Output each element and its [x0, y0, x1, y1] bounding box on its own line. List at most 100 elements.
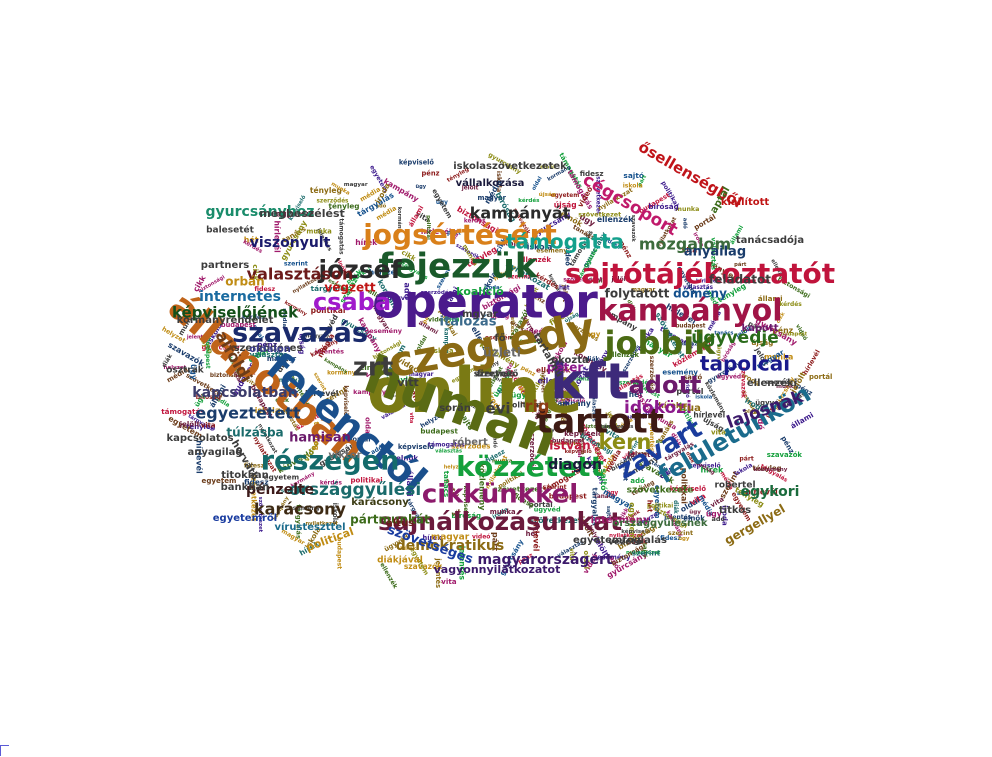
cloud-word: internetes [199, 289, 281, 305]
filler-word: hét [526, 530, 539, 538]
cloud-word: kapcsolatos [166, 433, 233, 444]
filler-word: hírlevél [696, 278, 719, 285]
filler-word: cikk [251, 264, 260, 280]
filler-word: hírek [700, 465, 724, 474]
filler-word: politikai [647, 504, 673, 510]
filler-word: adó [756, 413, 766, 430]
cloud-word: diagon [548, 457, 602, 473]
filler-word: támogatás [161, 407, 204, 416]
cloud-word: során [439, 402, 471, 414]
cloud-word: online [367, 354, 582, 427]
filler-word: adó [656, 438, 667, 445]
cloud-word: támogatta [506, 230, 624, 254]
filler-word: videó [521, 327, 543, 336]
filler-word: támogatás [338, 218, 345, 255]
filler-word: jelentés [627, 450, 660, 459]
filler-word: kérdés [320, 480, 343, 487]
filler-word: iroda [484, 285, 500, 291]
filler-word: képviselő [556, 397, 586, 404]
filler-word: kérdés [464, 218, 486, 225]
cloud-word: mozgalom [639, 235, 731, 254]
cloud-word: magyar [431, 533, 470, 543]
cloud-word: vezető [608, 538, 642, 548]
filler-word: jelentés [663, 514, 691, 521]
filler-word: budapest [675, 324, 705, 330]
cloud-word: tapolcai [700, 352, 790, 376]
filler-word: ellenzék [536, 366, 572, 375]
cloud-word: okozta [551, 355, 588, 366]
filler-word: képviselő [342, 385, 349, 415]
filler-word: szövetkezet [594, 176, 600, 215]
filler-word: szövetkezet [509, 304, 515, 339]
cloud-word: fejezzük [379, 247, 539, 287]
filler-word: újság [751, 338, 773, 347]
cloud-word: koalíció [456, 285, 504, 298]
filler-word: választás [590, 393, 597, 423]
cloud-word: adott [629, 371, 702, 399]
filler-word: hírek [658, 401, 682, 410]
filler-word: cikk [275, 397, 290, 404]
filler-word: sajtó [605, 506, 612, 521]
filler-word: párt [734, 261, 747, 268]
filler-word: hírlevél [693, 410, 725, 419]
filler-word: vita [711, 429, 726, 437]
cloud-word: egykori [741, 484, 800, 500]
cloud-word: józsef [317, 255, 402, 284]
cloud-word: folytatott [605, 287, 670, 301]
filler-word: adó [630, 477, 645, 485]
filler-word: oldal [586, 278, 603, 285]
cloud-word: képviselőjének [172, 304, 299, 322]
filler-word: nyilatkozat [609, 533, 643, 539]
filler-word: jelentés [186, 333, 210, 340]
cloud-word: sajnálkozásunkat [378, 507, 622, 536]
filler-word: ügy [606, 491, 618, 497]
filler-word: bíróság [196, 394, 221, 401]
filler-word: portál [676, 387, 703, 396]
filler-word: egyetem [653, 485, 661, 518]
cloud-word: hamisan [289, 431, 351, 446]
filler-word: fidesz [244, 462, 265, 469]
filler-word: szövetkezet [578, 210, 621, 218]
filler-word: szerződés [619, 380, 653, 387]
filler-word: vita [682, 245, 698, 254]
filler-word: budapest [497, 242, 528, 248]
filler-word: képviselő [565, 448, 593, 455]
filler-word: portál [692, 212, 717, 232]
cloud-word: magyarországért [477, 552, 612, 568]
filler-word: oldal [531, 176, 544, 192]
filler-word: jelentés [648, 422, 656, 452]
filler-word: szövetkezet [563, 277, 602, 283]
cloud-word: intézmény [591, 514, 650, 526]
cloud-word: vállalkozása [456, 177, 525, 189]
filler-word: hírlevél [305, 388, 339, 398]
filler-word: esemény [597, 554, 631, 562]
filler-word: bíróság [648, 202, 678, 211]
filler-word: ügyvéd [387, 294, 414, 302]
filler-word: szavazók [630, 215, 637, 243]
cloud-word: vírusteszttel [274, 521, 345, 533]
filler-word: iskola [331, 503, 339, 525]
cloud-word: viszonyult [250, 235, 331, 251]
filler-word: pénz [422, 169, 440, 177]
cloud-word: feladatot [709, 273, 771, 287]
filler-word: tanács [442, 471, 451, 497]
filler-word: választás [710, 237, 718, 270]
filler-word: munka [492, 459, 513, 465]
filler-word: hét [629, 390, 643, 399]
filler-word: videó [563, 245, 571, 266]
filler-word: egyetem [579, 428, 585, 455]
filler-word: elnök [627, 538, 648, 546]
filler-word: elnök [359, 363, 382, 372]
filler-word: diák [672, 500, 679, 514]
filler-word: párt [490, 532, 499, 551]
filler-word: adó [376, 203, 387, 210]
filler-word: magyar [304, 334, 328, 340]
filler-word: magyar [279, 377, 305, 384]
filler-word: pénz [257, 340, 277, 349]
cloud-word: róbert [452, 436, 488, 448]
filler-word: tanács [714, 330, 733, 337]
filler-word: szövetkezet [529, 516, 582, 525]
filler-word: iskola [432, 347, 454, 355]
filler-word: jelölt [277, 407, 300, 416]
cloud-word: iskolaszövetkezetek [453, 161, 567, 172]
